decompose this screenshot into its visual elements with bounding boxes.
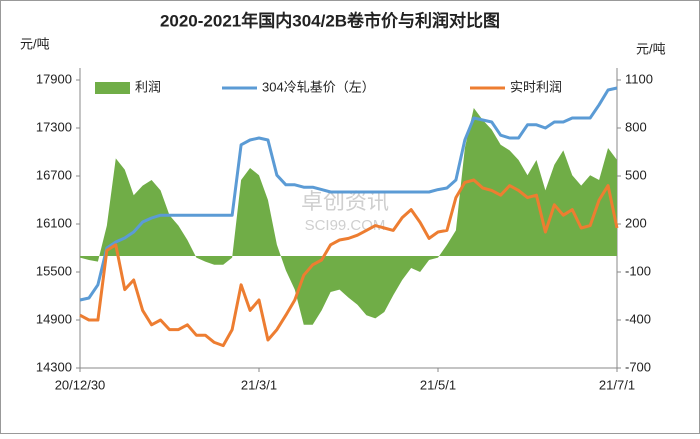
legend-swatch — [95, 82, 130, 94]
x-tick-label: 21/3/1 — [241, 377, 277, 392]
legend-label: 304冷轧基价（左） — [262, 79, 375, 94]
y2-tick-label: -700 — [625, 359, 651, 374]
y-tick-label: 16100 — [36, 215, 72, 230]
x-tick-label: 21/5/1 — [420, 377, 456, 392]
y-tick-label: 14900 — [36, 311, 72, 326]
profit-area — [80, 108, 617, 325]
y-tick-label: 16700 — [36, 167, 72, 182]
y2-unit: 元/吨 — [636, 41, 666, 56]
y-tick-label: 17300 — [36, 119, 72, 134]
x-tick-label: 21/7/1 — [599, 377, 635, 392]
y2-tick-label: 1100 — [625, 71, 653, 86]
y-unit: 元/吨 — [20, 36, 50, 51]
legend-label: 利润 — [135, 79, 161, 94]
y2-tick-label: 800 — [625, 119, 647, 134]
y-tick-label: 15500 — [36, 263, 72, 278]
y2-tick-label: -400 — [625, 311, 651, 326]
y2-tick-label: 200 — [625, 215, 647, 230]
legend-label: 实时利润 — [510, 79, 562, 94]
x-tick-label: 20/12/30 — [55, 377, 106, 392]
y-tick-label: 17900 — [36, 71, 72, 86]
series-line — [79, 178, 619, 348]
series-line — [79, 86, 618, 302]
y2-tick-label: 500 — [625, 167, 647, 182]
chart-title: 2020-2021年国内304/2B卷市价与利润对比图 — [160, 10, 500, 30]
y2-tick-label: -100 — [625, 263, 651, 278]
y-tick-label: 14300 — [36, 359, 72, 374]
